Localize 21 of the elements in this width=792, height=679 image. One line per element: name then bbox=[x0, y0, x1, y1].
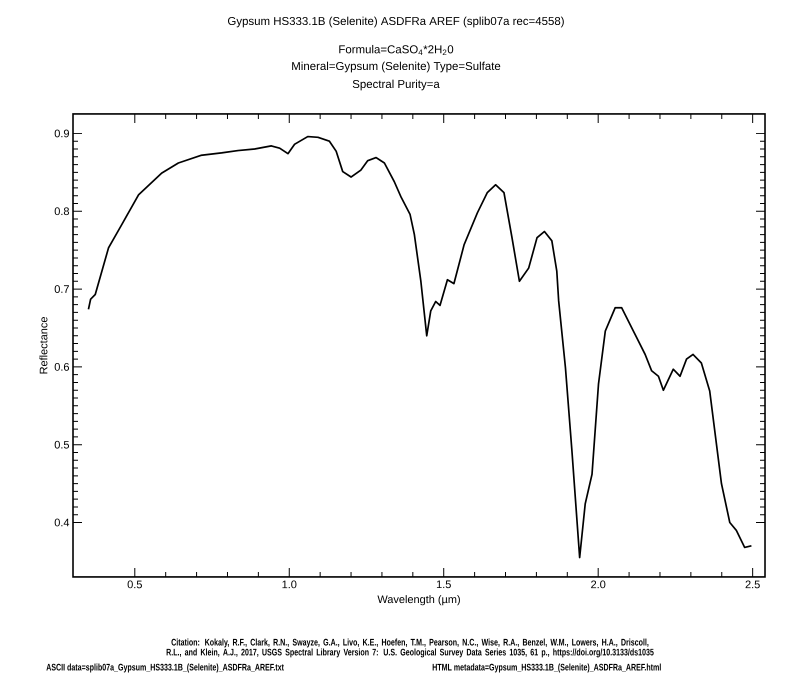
y-tick-label: 0.9 bbox=[54, 130, 69, 138]
x-axis-title: Wavelength (µm) bbox=[377, 595, 460, 606]
text: Mineral=Gypsum (Selenite) Type=Sulfate bbox=[292, 62, 500, 72]
y-axis-title: Reflectance bbox=[39, 317, 48, 374]
x-tick-label: 2.0 bbox=[591, 580, 606, 588]
y-tick-label: 0.8 bbox=[54, 207, 70, 216]
x-tick-label: 0.5 bbox=[128, 580, 142, 588]
text: ASCII data=splib07a_Gypsum_HS333.1B_(Selenite)_ASDFRa_AREF.txt bbox=[46, 664, 284, 672]
y-tick-label: 0.5 bbox=[54, 440, 70, 449]
y-tick-label: 0.7 bbox=[54, 285, 69, 293]
line-series bbox=[88, 136, 752, 558]
text: Spectral Purity=a bbox=[352, 80, 440, 90]
y-tick-label: 0.6 bbox=[54, 363, 70, 371]
text: HTML metadata=Gypsum_HS333.1B_(Selenite)_ASDFRa_AREF.html bbox=[432, 664, 661, 672]
chart-subtitle: Formula=CaSO$_{4}$*2H$_{2}$0 bbox=[339, 44, 454, 56]
text: Citation: Kokaly, R.F., Clark, R.N., Swayze, G.A., Livo, K.E., Hoefen, T.M., Pearson, N.C., Wise, R.A., Benzel, W.M., Lowers, H.A., Driscoll, R.L., and Klein, A.J., 2017, USGS Spectral Library Version 7: U.S. Geological Survey Data Series 1035, 61 p., https://doi.org/10.3133/ds1035 bbox=[166, 638, 654, 658]
x-tick-label: 2.5 bbox=[746, 580, 760, 588]
x-tick-label: 1.0 bbox=[282, 580, 296, 588]
chart-title: Gypsum HS333.1B (Selenite) ASDFRa AREF (splib07a rec=4558) bbox=[228, 16, 564, 28]
y-tick-label: 0.4 bbox=[54, 518, 70, 526]
x-tick-label: 1.5 bbox=[436, 580, 451, 588]
